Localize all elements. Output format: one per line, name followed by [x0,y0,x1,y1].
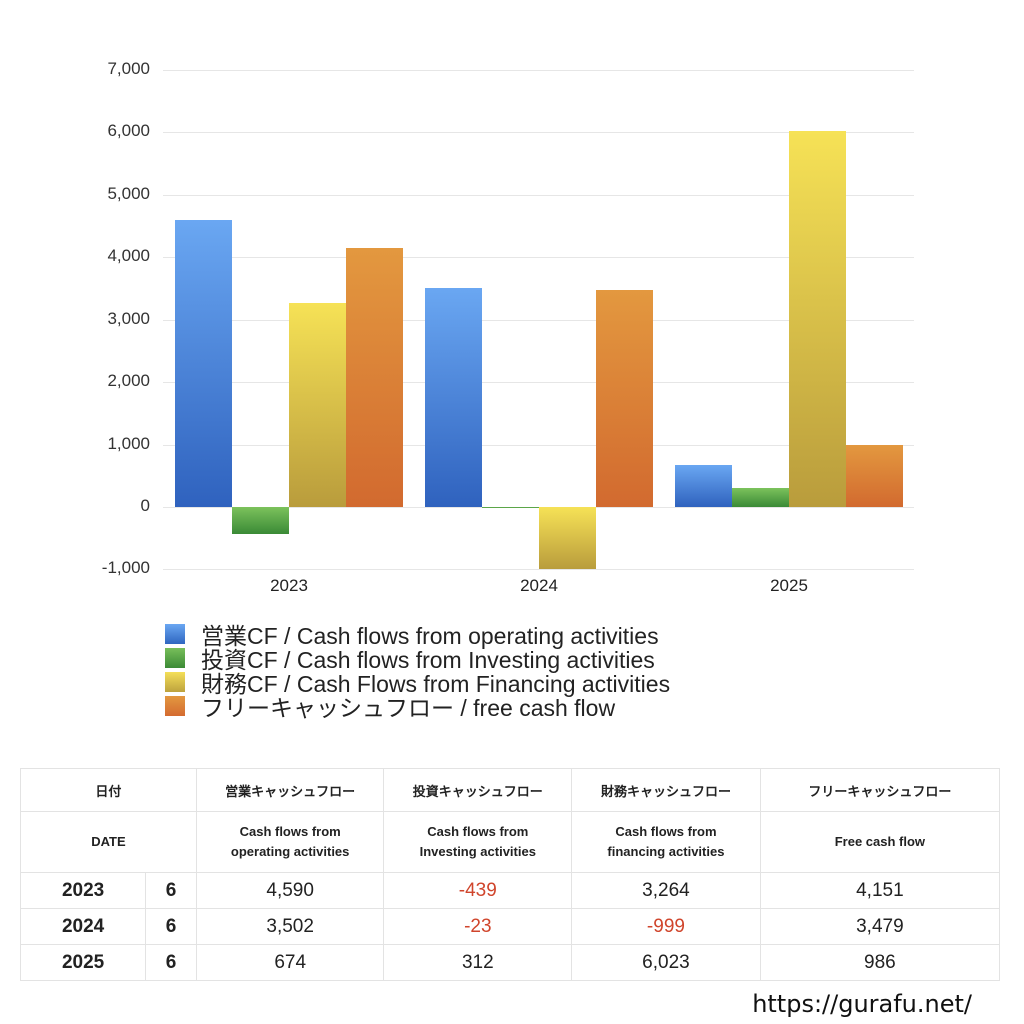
cell-month: 6 [145,908,197,945]
header-operating-jp: 営業キャッシュフロー [195,768,385,812]
header-free-jp: フリーキャッシュフロー [759,768,1001,812]
cell-month: 6 [145,944,197,981]
y-axis-tick-label: 2,000 [107,371,150,390]
site-url[interactable]: https://gurafu.net/ [752,990,972,1018]
cell-free: 986 [759,944,1001,981]
table-row: 2023 6 4,590 -439 3,264 4,151 [19,872,1001,909]
cell-investing: -439 [383,872,573,909]
gridline [163,257,914,258]
gridline [163,70,914,71]
legend-swatch-free [165,696,185,716]
header-text: Cash flows from financing activities [607,824,725,859]
header-operating-en: Cash flows from operating activities [195,811,385,873]
y-axis-tick-label: 1,000 [107,434,150,453]
gridline [163,569,914,570]
bar-operating-2023 [175,220,232,507]
cell-free: 3,479 [759,908,1001,945]
header-row-en: DATE Cash flows from operating activitie… [20,811,1001,873]
cell-financing: 3,264 [571,872,761,909]
bar-free-2023 [346,247,403,507]
header-text: Cash flows from Investing activities [419,824,536,859]
bar-investing-2024 [482,507,539,509]
cell-operating: 3,502 [195,908,385,945]
header-financing-en: Cash flows from financing activities [571,811,761,873]
gridline [163,445,914,446]
header-row-jp: 日付 営業キャッシュフロー 投資キャッシュフロー 財務キャッシュフロー フリーキ… [20,768,1001,812]
cell-investing: 312 [383,944,573,981]
bar-investing-2023 [232,507,289,535]
bar-financing-2024 [539,507,596,570]
gridline [163,132,914,133]
bar-operating-2024 [425,288,482,507]
cell-year: 2024 [19,908,147,945]
y-axis-tick-label: 4,000 [107,246,150,265]
cell-financing: 6,023 [571,944,761,981]
table-row: 2025 6 674 312 6,023 986 [19,944,1001,981]
y-axis-tick-label: -1,000 [101,558,150,577]
cell-year: 2025 [19,944,147,981]
bar-free-2024 [596,289,653,507]
legend-label: フリーキャッシュフロー / free cash flow [201,695,616,721]
table-row: 2024 6 3,502 -23 -999 3,479 [19,908,1001,945]
y-axis-tick-label: 3,000 [107,309,150,328]
y-axis-tick-label: 0 [140,496,150,515]
legend-label: 営業CF / Cash flows from operating activit… [201,623,659,649]
legend-item-operating: 営業CF / Cash flows from operating activit… [165,622,670,649]
cell-financing: -999 [571,908,761,945]
header-investing-en: Cash flows from Investing activities [383,811,573,873]
legend-label: 投資CF / Cash flows from Investing activit… [201,647,655,673]
bar-free-2025 [846,445,903,507]
legend-item-free: フリーキャッシュフロー / free cash flow [165,694,670,721]
y-axis-tick-label: 6,000 [107,121,150,140]
header-investing-jp: 投資キャッシュフロー [383,768,573,812]
cash-flow-bar-chart: 7,000 6,000 5,000 4,000 3,000 2,000 1,000 0 -1,0… [101,59,914,595]
cell-free: 4,151 [759,872,1001,909]
x-axis-tick-label: 2025 [770,576,808,595]
x-axis-tick-label: 2024 [520,576,558,595]
legend-swatch-financing [165,672,185,692]
y-axis-tick-label: 5,000 [107,184,150,203]
legend-item-investing: 投資CF / Cash flows from Investing activit… [165,646,670,673]
gridline [163,195,914,196]
legend-item-financing: 財務CF / Cash Flows from Financing activit… [165,670,670,697]
header-date-en: DATE [20,811,197,873]
legend-swatch-investing [165,648,185,668]
cell-operating: 4,590 [195,872,385,909]
legend-label: 財務CF / Cash Flows from Financing activit… [201,671,671,697]
legend-swatch-operating [165,624,185,644]
chart-legend: 営業CF / Cash flows from operating activit… [165,622,670,721]
header-date-jp: 日付 [20,768,197,812]
cash-flow-table: 日付 営業キャッシュフロー 投資キャッシュフロー 財務キャッシュフロー フリーキ… [19,768,1001,981]
cell-investing: -23 [383,908,573,945]
cell-month: 6 [145,872,197,909]
x-axis-tick-label: 2023 [270,576,308,595]
header-financing-jp: 財務キャッシュフロー [571,768,761,812]
bar-operating-2025 [675,464,732,507]
header-free-en: Free cash flow [759,811,1001,873]
cell-operating: 674 [195,944,385,981]
bar-financing-2025 [789,130,846,507]
gridline [163,382,914,383]
y-axis-tick-label: 7,000 [107,59,150,78]
bar-financing-2023 [289,303,346,507]
gridline [163,320,914,321]
header-text: Cash flows from operating activities [230,824,350,859]
bar-investing-2025 [732,487,789,507]
cell-year: 2023 [19,872,147,909]
